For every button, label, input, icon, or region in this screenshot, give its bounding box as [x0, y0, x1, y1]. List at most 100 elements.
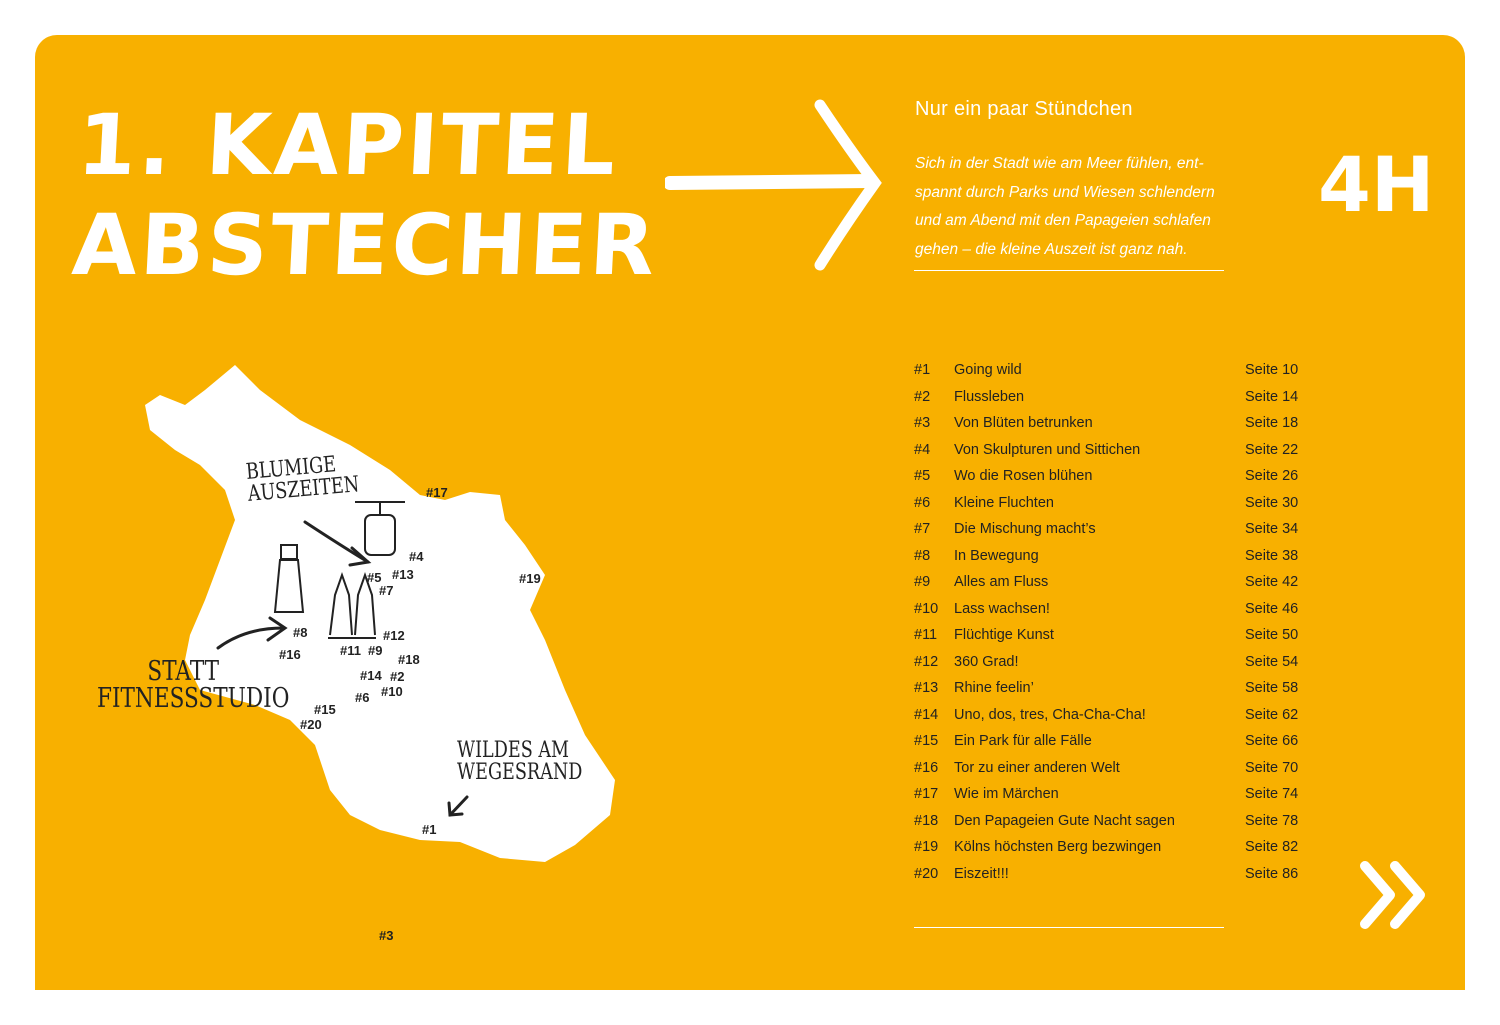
toc-row[interactable]: #12 360 Grad! Seite 54: [914, 654, 1314, 681]
map-marker: #14: [360, 668, 382, 683]
toc-row[interactable]: #6 Kleine Fluchten Seite 30: [914, 495, 1314, 522]
toc-number: #15: [914, 733, 939, 749]
toc-row[interactable]: #4 Von Skulpturen und Sittichen Seite 22: [914, 442, 1314, 469]
toc-title: Alles am Fluss: [954, 574, 1049, 590]
divider: [914, 927, 1224, 928]
toc-page: Seite 70: [1245, 759, 1299, 776]
toc-title: 360 Grad!: [954, 653, 1019, 670]
toc-row[interactable]: #5 Wo die Rosen blühen Seite 26: [914, 468, 1314, 495]
toc-page: Seite 14: [1245, 388, 1299, 405]
toc-number: #2: [914, 388, 931, 405]
map-marker: #12: [383, 628, 405, 643]
toc-number: #4: [914, 441, 931, 458]
toc-page: Seite 82: [1245, 839, 1299, 855]
arrow-right-icon: [665, 99, 882, 271]
toc-row[interactable]: #8 In Bewegung Seite 38: [914, 548, 1314, 575]
toc-title: Den Papageien Gute Nacht sagen: [954, 812, 1175, 829]
map-marker: #20: [300, 717, 322, 732]
intro-text: Sich in der Stadt wie am Meer fühlen, en…: [915, 155, 1215, 258]
toc-number: #1: [914, 362, 931, 378]
toc-page: Seite 62: [1245, 706, 1299, 723]
toc-number: #8: [914, 547, 931, 564]
cathedral-icon: [328, 571, 376, 639]
map-marker: #11: [340, 643, 361, 658]
arrow-icon: [216, 626, 285, 650]
toc-row[interactable]: #19 Kölns höchsten Berg bezwingen Seite 82: [914, 839, 1314, 866]
toc-page: Seite 10: [1245, 362, 1299, 378]
toc-page: Seite 18: [1245, 415, 1299, 431]
toc-page: Seite 78: [1245, 812, 1299, 829]
toc-row[interactable]: #15 Ein Park für alle Fälle Seite 66: [914, 733, 1314, 760]
toc-row[interactable]: #13 Rhine feelin’ Seite 58: [914, 680, 1314, 707]
callout-line: STATT: [147, 656, 220, 687]
arrow-icon: [448, 795, 469, 817]
duration-badge: 4H: [1318, 140, 1435, 229]
toc-row[interactable]: #14 Uno, dos, tres, Cha-Cha-Cha! Seite 62: [914, 707, 1314, 734]
table-of-contents: #1 Going wild Seite 10 #2 Flussleben Seite 14…: [914, 362, 1314, 892]
toc-page: Seite 22: [1245, 441, 1299, 458]
toc-row[interactable]: #2 Flussleben Seite 14: [914, 389, 1314, 416]
map-marker: #8: [293, 625, 308, 640]
toc-title: Going wild: [954, 362, 1022, 378]
map-marker: #13: [392, 567, 414, 582]
toc-number: #20: [914, 865, 939, 882]
toc-row[interactable]: #11 Flüchtige Kunst Seite 50: [914, 627, 1314, 654]
toc-row[interactable]: #18 Den Papageien Gute Nacht sagen Seite 7…: [914, 813, 1314, 840]
toc-number: #3: [914, 415, 931, 431]
toc-number: #16: [914, 759, 939, 776]
toc-number: #9: [914, 574, 931, 590]
toc-title: Kölns höchsten Berg bezwingen: [954, 839, 1162, 855]
toc-number: #10: [914, 600, 939, 617]
map-outline: [145, 365, 615, 862]
toc-title: Tor zu einer anderen Welt: [954, 759, 1120, 776]
map-marker: #10: [381, 684, 403, 699]
toc-number: #5: [914, 468, 931, 484]
toc-row[interactable]: #7 Die Mischung macht’s Seite 34: [914, 521, 1314, 548]
toc-row[interactable]: #10 Lass wachsen! Seite 46: [914, 601, 1314, 628]
toc-row[interactable]: #1 Going wild Seite 10: [914, 362, 1314, 389]
toc-page: Seite 50: [1245, 627, 1299, 643]
section-subtitle: Nur ein paar Stündchen: [915, 98, 1133, 120]
toc-number: #12: [914, 653, 939, 670]
toc-page: Seite 46: [1245, 600, 1299, 617]
toc-page: Seite 58: [1245, 680, 1299, 696]
toc-row[interactable]: #3 Von Blüten betrunken Seite 18: [914, 415, 1314, 442]
callout-line: WEGESRAND: [457, 760, 583, 785]
map-marker: #3: [379, 928, 394, 943]
callout-line: FITNESSSTUDIO: [97, 683, 290, 714]
callout-line: WILDES AM: [457, 738, 570, 763]
double-chevron-right-icon[interactable]: [1355, 858, 1435, 933]
toc-row[interactable]: #16 Tor zu einer anderen Welt Seite 70: [914, 760, 1314, 787]
toc-title: Die Mischung macht’s: [954, 521, 1096, 537]
toc-title: Uno, dos, tres, Cha-Cha-Cha!: [954, 706, 1146, 723]
callout-statt: STATT FITNESSSTUDIO: [97, 656, 289, 712]
toc-number: #19: [914, 839, 939, 855]
callout-blumige: BLUMIGE AUSZEITEN: [245, 452, 360, 507]
map-marker: #2: [390, 669, 405, 684]
toc-number: #18: [914, 812, 939, 829]
toc-title: Rhine feelin’: [954, 680, 1034, 696]
toc-page: Seite 66: [1245, 733, 1299, 749]
toc-title: Von Skulpturen und Sittichen: [954, 441, 1141, 458]
toc-page: Seite 38: [1245, 547, 1299, 564]
toc-title: Ein Park für alle Fälle: [954, 733, 1092, 749]
divider: [914, 270, 1224, 271]
toc-title: Lass wachsen!: [954, 600, 1050, 617]
toc-row[interactable]: #20 Eiszeit!!! Seite 86: [914, 866, 1314, 893]
map-marker: #4: [409, 549, 424, 564]
map-arrows: [216, 520, 469, 817]
toc-number: #6: [914, 494, 931, 511]
toc-title: Flussleben: [954, 388, 1025, 405]
map-marker: #1: [422, 822, 437, 837]
map-marker: #19: [519, 571, 541, 586]
toc-page: Seite 42: [1245, 574, 1299, 590]
toc-title: Wo die Rosen blühen: [954, 468, 1093, 484]
toc-page: Seite 54: [1245, 653, 1299, 670]
toc-row[interactable]: #9 Alles am Fluss Seite 42: [914, 574, 1314, 601]
toc-number: #11: [914, 627, 938, 643]
toc-row[interactable]: #17 Wie im Märchen Seite 74: [914, 786, 1314, 813]
toc-page: Seite 30: [1245, 494, 1299, 511]
toc-title: Flüchtige Kunst: [954, 627, 1054, 643]
callout-wildes: WILDES AM WEGESRAND: [457, 740, 582, 784]
